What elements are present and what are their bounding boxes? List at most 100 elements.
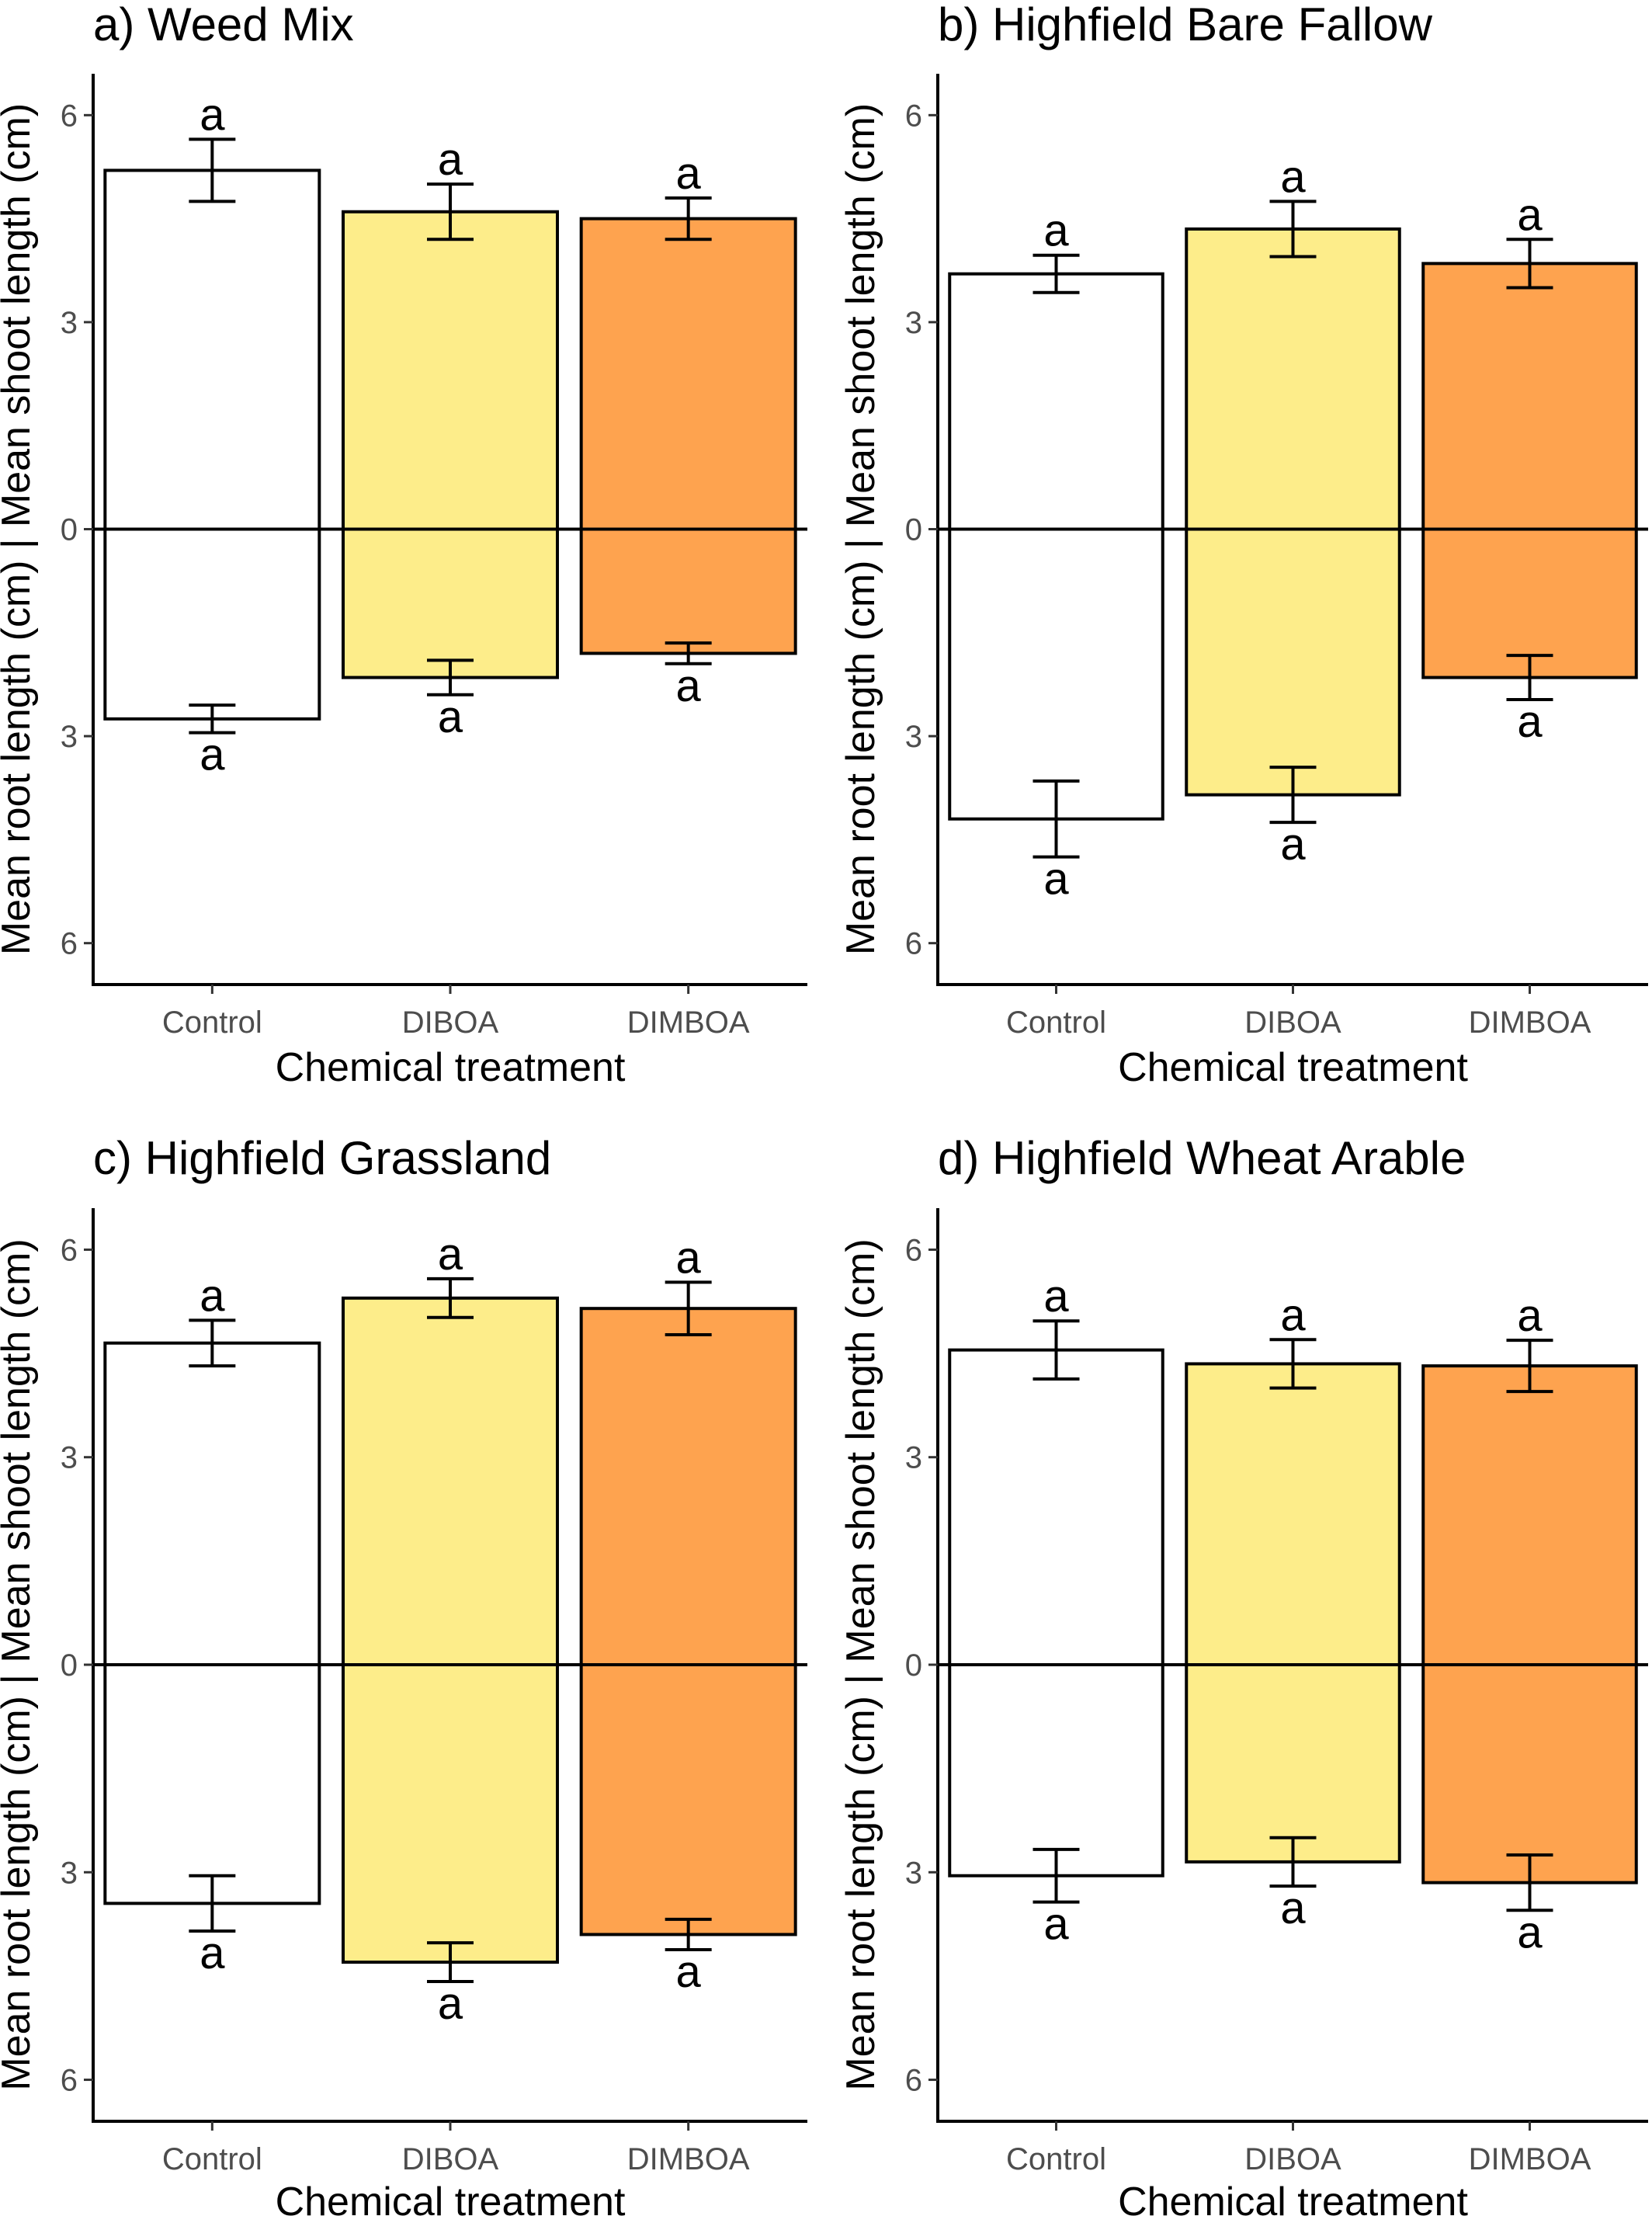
bar-root-diboa: [1185, 527, 1401, 797]
significance-letter: a: [200, 730, 225, 780]
panel-2: b) Highfield Bare Fallow a a a a a a 6 3 0 3 6 Contr…: [838, 0, 1648, 1090]
y-axis-title: Mean root length (cm) | Mean shoot lengt…: [838, 1238, 883, 2090]
panel-title: d) Highfield Wheat Arable: [938, 1132, 1466, 1184]
bar-root-control: [103, 527, 321, 721]
significance-letter: a: [200, 89, 225, 140]
y-tick-label: 3: [61, 720, 78, 754]
significance-letter: a: [1280, 1883, 1306, 1933]
error-bar-shoot-control: [189, 1318, 236, 1368]
y-tick-label: 0: [905, 513, 922, 547]
x-tick-label: DIBOA: [402, 1006, 499, 1040]
significance-letter: a: [1043, 854, 1069, 905]
error-bar-shoot-dimboa: [1506, 1339, 1553, 1394]
error-bar-root-dimboa: [665, 641, 712, 665]
bar-shoot-dimboa: [1421, 1364, 1638, 1667]
x-tick-label: Control: [1006, 1006, 1106, 1040]
y-tick-label: 0: [905, 1648, 922, 1683]
error-bar-root-diboa: [427, 658, 474, 696]
error-bar-root-dimboa: [665, 1917, 712, 1952]
significance-letter: a: [200, 1928, 225, 1978]
x-axis-title: Chemical treatment: [1118, 2180, 1468, 2223]
y-tick-label: 6: [905, 1233, 922, 1267]
significance-letter: a: [676, 661, 702, 711]
bar-shoot-dimboa: [579, 1307, 797, 1666]
bar-root-control: [103, 1663, 321, 1905]
x-tick-label: DIBOA: [1244, 2142, 1341, 2176]
bar-shoot-diboa: [342, 1296, 559, 1667]
significance-letter: a: [1517, 1290, 1543, 1341]
x-tick-label: DIMBOA: [627, 1006, 750, 1040]
significance-letter: a: [438, 1229, 463, 1280]
error-bar-shoot-diboa: [1269, 200, 1317, 259]
x-axis-title: Chemical treatment: [276, 1045, 626, 1090]
error-bar-root-diboa: [427, 1941, 474, 1984]
significance-letter: a: [676, 1232, 702, 1283]
significance-letter: a: [1280, 151, 1306, 202]
x-axis-title: Chemical treatment: [1118, 1045, 1468, 1090]
significance-letter: a: [200, 1270, 225, 1321]
error-bar-root-control: [1032, 779, 1080, 859]
y-tick-label: 3: [61, 1441, 78, 1475]
y-tick-label: 6: [61, 927, 78, 961]
y-tick-label: 6: [905, 99, 922, 133]
x-tick-label: Control: [1006, 2142, 1106, 2176]
y-axis-title: Mean root length (cm) | Mean shoot lengt…: [0, 1238, 39, 2090]
x-tick-label: DIBOA: [1244, 1006, 1341, 1040]
error-bar-root-dimboa: [1506, 1853, 1553, 1912]
significance-letter: a: [676, 1947, 702, 1997]
error-bar-root-diboa: [1269, 766, 1317, 825]
bar-shoot-diboa: [342, 210, 559, 531]
significance-letter: a: [1280, 1290, 1306, 1340]
y-tick-label: 6: [61, 99, 78, 133]
error-bar-shoot-control: [1032, 253, 1080, 294]
panel-3: c) Highfield Grassland a a a a a a 6 3 0 3 6 Control…: [0, 1132, 807, 2223]
y-tick-label: 3: [905, 720, 922, 754]
y-tick-label: 6: [905, 927, 922, 961]
significance-letter: a: [438, 1978, 463, 2029]
error-bar-root-control: [189, 1874, 236, 1933]
significance-letter: a: [1043, 206, 1069, 256]
panel-title: a) Weed Mix: [93, 0, 354, 50]
y-tick-label: 3: [905, 1856, 922, 1890]
bar-shoot-diboa: [1185, 227, 1401, 531]
error-bar-root-dimboa: [1506, 654, 1553, 701]
error-bar-shoot-diboa: [427, 182, 474, 241]
significance-letter: a: [1517, 189, 1543, 240]
bar-root-dimboa: [579, 527, 797, 655]
bar-shoot-control: [103, 1341, 321, 1667]
significance-letter: a: [438, 134, 463, 185]
significance-letter: a: [438, 692, 463, 742]
error-bar-shoot-dimboa: [1506, 238, 1553, 290]
error-bar-shoot-control: [1032, 1319, 1080, 1381]
bar-root-dimboa: [579, 1663, 797, 1936]
bar-root-diboa: [1185, 1663, 1401, 1863]
error-bar-shoot-dimboa: [665, 1280, 712, 1337]
bar-root-diboa: [342, 1663, 559, 1964]
bar-root-dimboa: [1421, 1663, 1638, 1884]
x-tick-label: Control: [162, 2142, 262, 2176]
bar-shoot-dimboa: [579, 217, 797, 531]
bar-shoot-control: [103, 168, 321, 531]
significance-letter: a: [1280, 819, 1306, 870]
y-tick-label: 3: [905, 1441, 922, 1475]
x-tick-label: DIMBOA: [1469, 1006, 1591, 1040]
significance-letter: a: [1517, 696, 1543, 747]
x-tick-label: DIMBOA: [627, 2142, 750, 2176]
error-bar-root-control: [189, 703, 236, 735]
x-axis-title: Chemical treatment: [276, 2180, 626, 2223]
significance-letter: a: [1517, 1907, 1543, 1957]
y-tick-label: 3: [61, 1856, 78, 1890]
panel-title: b) Highfield Bare Fallow: [938, 0, 1433, 50]
bar-root-dimboa: [1421, 527, 1638, 679]
bar-shoot-control: [948, 272, 1164, 531]
error-bar-shoot-dimboa: [665, 196, 712, 241]
bar-root-control: [948, 1663, 1164, 1877]
significance-letter: a: [1043, 1899, 1069, 1950]
y-axis-title: Mean root length (cm) | Mean shoot lengt…: [0, 103, 39, 955]
panel-1: a) Weed Mix a a a a a a 6 3 0 3 6 Control DIBOA DIMBOA…: [0, 0, 807, 1090]
y-tick-label: 6: [905, 2064, 922, 2098]
bar-root-diboa: [342, 527, 559, 679]
bar-shoot-dimboa: [1421, 262, 1638, 531]
bar-shoot-control: [948, 1348, 1164, 1666]
error-bar-shoot-control: [189, 137, 236, 203]
